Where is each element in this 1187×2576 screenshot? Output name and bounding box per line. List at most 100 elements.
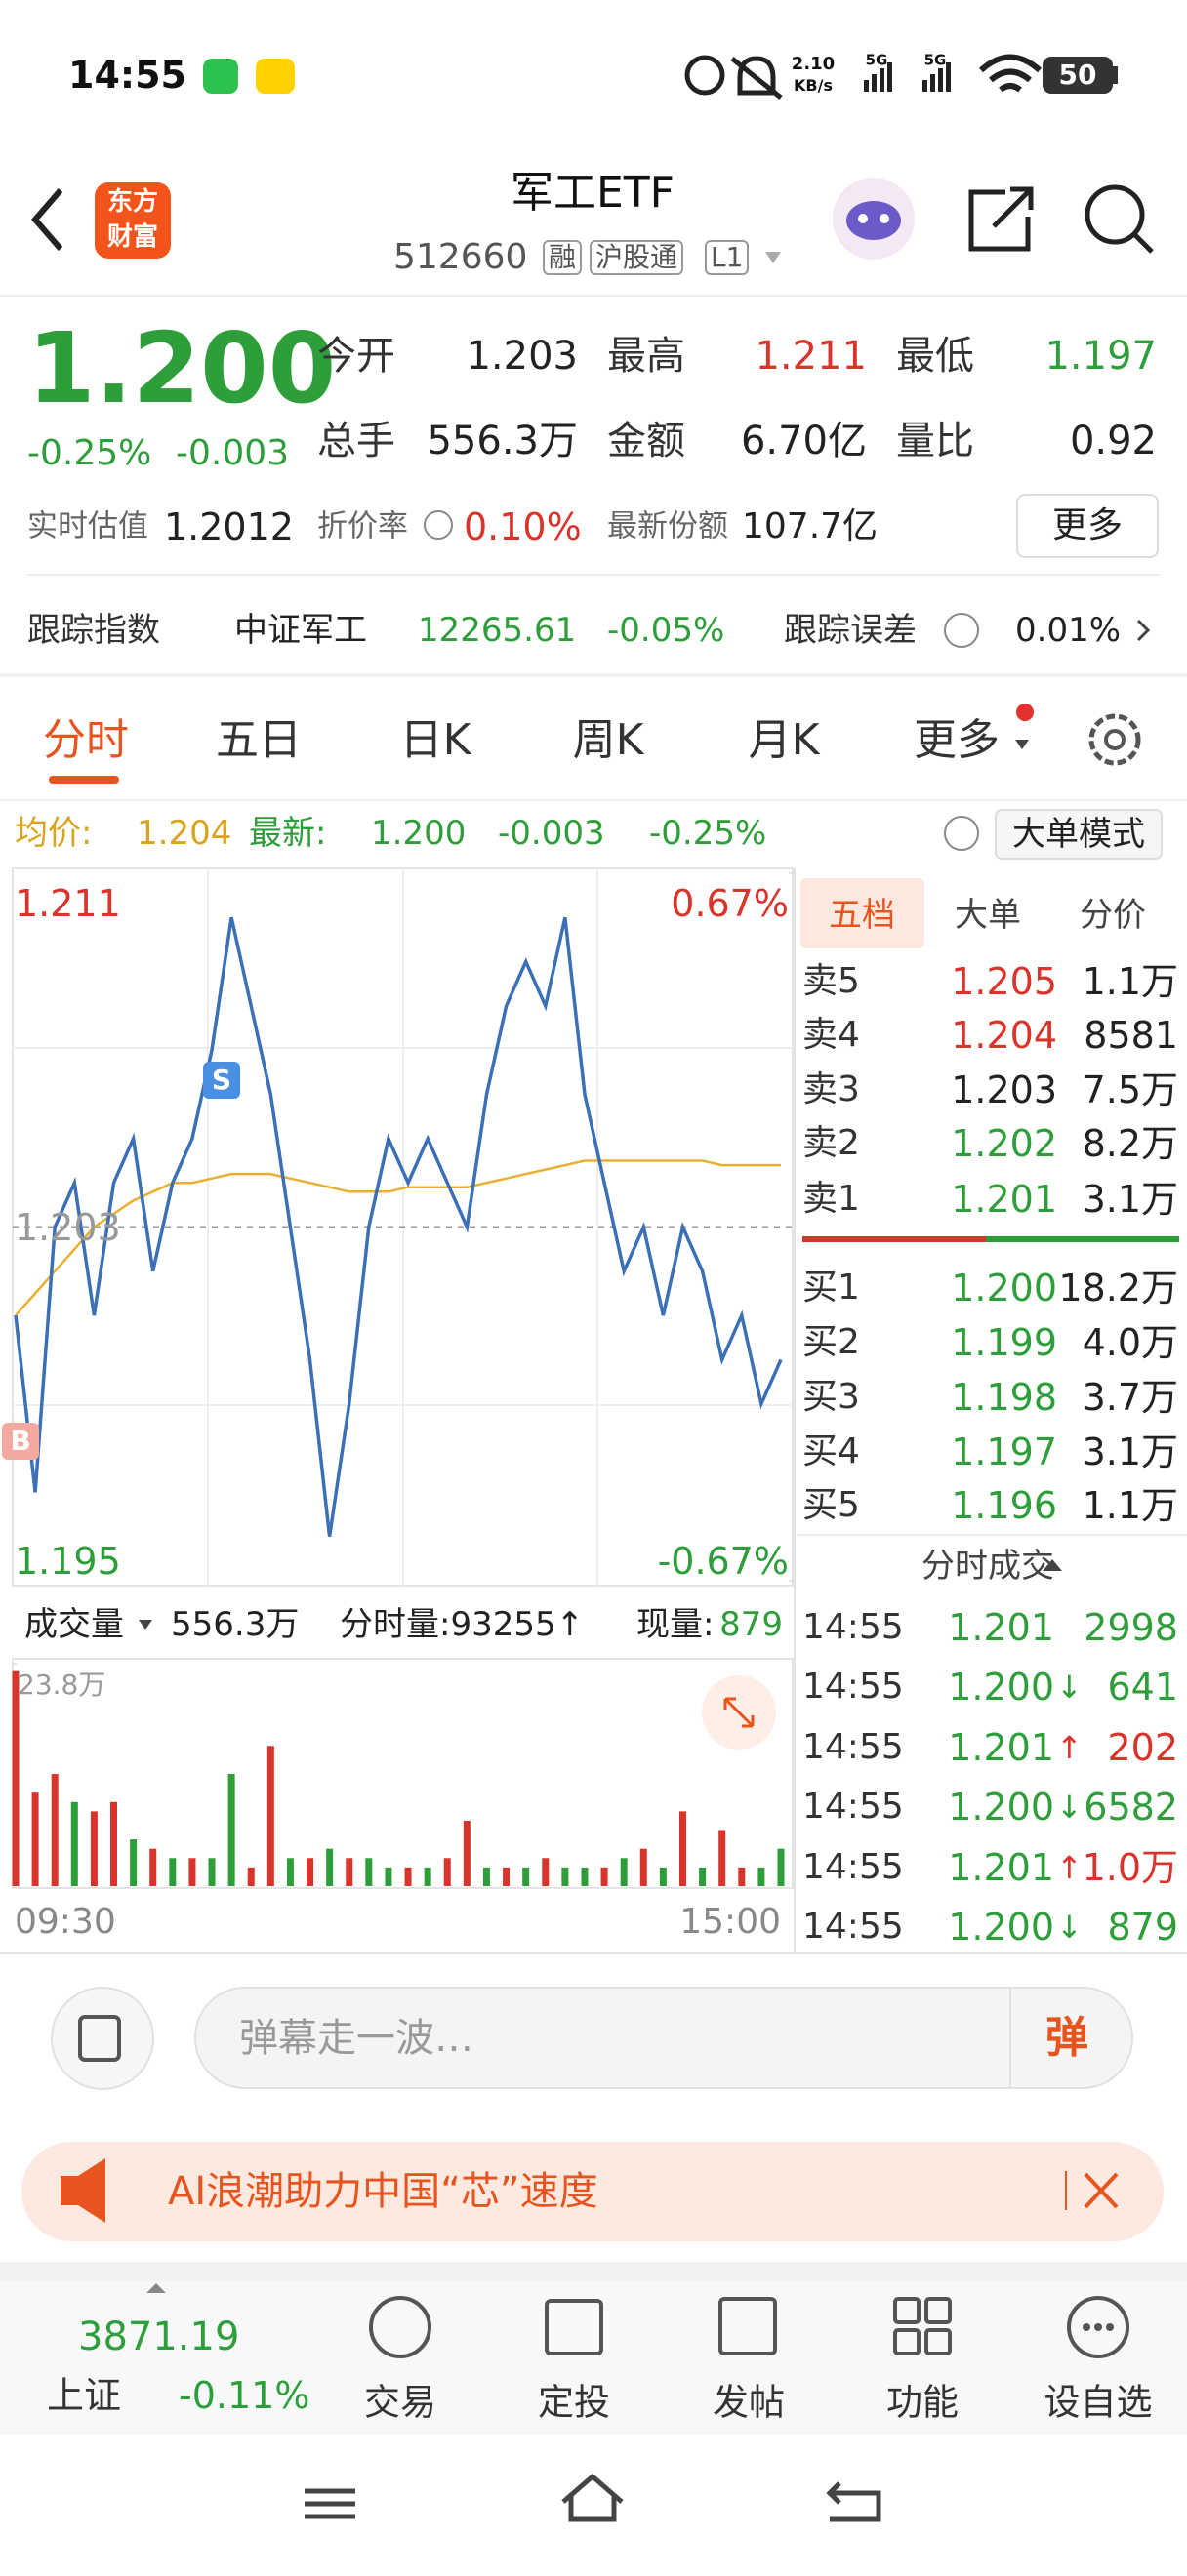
search-button[interactable]	[1085, 184, 1145, 245]
volume-bar	[130, 1839, 138, 1886]
change-pct: -0.25%	[27, 433, 152, 473]
close-banner[interactable]	[1084, 2172, 1119, 2209]
volume-bar	[365, 1858, 373, 1886]
tab[interactable]: 周K	[572, 715, 644, 765]
nav-item[interactable]: 功能	[886, 2381, 959, 2424]
volume-bar	[738, 1867, 746, 1886]
banner-text[interactable]: AI浪潮助力中国“芯”速度	[168, 2169, 598, 2214]
premium-label: 折价率	[317, 508, 408, 544]
tab[interactable]: 月K	[748, 715, 820, 765]
book-price: 1.202	[951, 1122, 1057, 1165]
info-icon[interactable]	[424, 510, 453, 540]
back-button[interactable]	[31, 188, 63, 251]
volume-bar	[307, 1858, 314, 1886]
book-price: 1.199	[951, 1321, 1057, 1364]
annotation: B	[10, 1425, 31, 1457]
volume-bar	[620, 1858, 628, 1886]
mode-button[interactable]	[995, 809, 1163, 860]
volume-bar	[110, 1801, 118, 1886]
trade-dir: ↑	[1056, 1848, 1083, 1886]
megaphone-icon	[61, 2158, 105, 2223]
tab[interactable]: 更多	[914, 715, 1000, 765]
volume-bar	[522, 1867, 530, 1886]
sort-arrow[interactable]	[1043, 1559, 1062, 1571]
volume-bar	[227, 1774, 235, 1886]
latest-label: 最新:	[249, 814, 327, 853]
app-logo	[95, 182, 171, 259]
comment-placeholder[interactable]: 弹幕走一波…	[239, 2016, 473, 2061]
nav-item[interactable]: 定投	[538, 2381, 610, 2424]
note-button[interactable]	[51, 1987, 154, 2090]
latest-change-pct: -0.25%	[649, 814, 767, 853]
annotation: S	[211, 1064, 232, 1096]
book-price: 1.203	[951, 1068, 1057, 1111]
volume-bar	[581, 1867, 589, 1886]
book-label: 卖5	[802, 961, 860, 1001]
battery-level: 50	[1058, 59, 1097, 91]
volume-bar	[424, 1867, 431, 1886]
tab[interactable]: 日K	[399, 715, 471, 765]
book-label: 卖3	[802, 1069, 860, 1109]
tracking-chevron[interactable]	[1136, 619, 1151, 642]
system-nav[interactable]	[305, 2473, 881, 2522]
trade-dir: ↓	[1056, 1789, 1083, 1827]
premium: 0.10%	[464, 505, 582, 548]
share-button[interactable]	[968, 186, 1034, 252]
field-value: 1.203	[466, 334, 578, 379]
help-icon[interactable]	[944, 613, 979, 648]
volume-bar	[600, 1867, 608, 1886]
more[interactable]: 更多	[1051, 505, 1124, 545]
nav-item[interactable]: 发帖	[713, 2381, 785, 2424]
avg-label: 均价:	[15, 814, 93, 853]
book-price: 1.205	[951, 960, 1057, 1003]
book-label: 卖1	[802, 1179, 860, 1219]
more-button[interactable]	[1016, 494, 1159, 558]
change: -0.003	[176, 433, 290, 473]
volume-bar	[777, 1848, 785, 1886]
dropdown-arrow[interactable]	[765, 252, 781, 263]
volume-bar	[659, 1867, 667, 1886]
index-name[interactable]: 上证	[47, 2374, 122, 2417]
trade-time: 14:55	[802, 1846, 904, 1887]
tracking-index: 中证军工	[234, 611, 367, 650]
y2-tick-label: -0.67%	[657, 1540, 789, 1583]
bottom-nav	[0, 2281, 1187, 2435]
book-label: 卖2	[802, 1123, 860, 1163]
book-tab[interactable]: 大单	[955, 896, 1021, 935]
alarm-icon	[684, 55, 725, 96]
book-tab[interactable]: 五档	[829, 896, 895, 935]
trade-time: 14:55	[802, 1667, 904, 1708]
tab[interactable]: 分时	[43, 715, 129, 765]
volume-label[interactable]: 成交量	[24, 1605, 124, 1644]
field-value: 0.92	[1069, 419, 1157, 463]
book-volume: 3.1万	[1082, 1430, 1178, 1473]
comment-button[interactable]: 弹	[1045, 2013, 1088, 2063]
trade-price: 1.200	[948, 1906, 1054, 1949]
signal-label: 5G	[923, 51, 947, 69]
nav-item[interactable]: 交易	[364, 2381, 436, 2424]
book-tab[interactable]: 分价	[1080, 896, 1146, 935]
volume-bar	[757, 1867, 765, 1886]
volume-bar	[12, 1670, 20, 1886]
title: 军工ETF	[511, 168, 675, 218]
y-tick-label: 23.8万	[18, 1669, 106, 1701]
volume-dropdown[interactable]	[139, 1620, 152, 1630]
mode[interactable]: 大单模式	[1012, 815, 1145, 854]
book-label: 买2	[802, 1322, 860, 1362]
settings-button[interactable]	[1088, 713, 1141, 766]
nav-item[interactable]: 设自选	[1044, 2381, 1153, 2424]
nav-dots	[1083, 2323, 1114, 2331]
volume-bar	[385, 1867, 392, 1886]
tab[interactable]: 五日	[216, 715, 302, 765]
index-value[interactable]: 3871.19	[78, 2314, 240, 2359]
book-price: 1.204	[951, 1014, 1057, 1057]
comment-input[interactable]	[194, 1987, 1133, 2089]
volume-bar	[503, 1867, 511, 1886]
index-change[interactable]: -0.11%	[179, 2374, 310, 2417]
field-label: 金额	[607, 419, 685, 463]
volume-bar	[639, 1848, 647, 1886]
help-icon[interactable]	[944, 816, 979, 851]
book-volume: 4.0万	[1082, 1321, 1178, 1364]
volume-frame	[12, 1658, 794, 1889]
banner[interactable]	[21, 2142, 1164, 2241]
